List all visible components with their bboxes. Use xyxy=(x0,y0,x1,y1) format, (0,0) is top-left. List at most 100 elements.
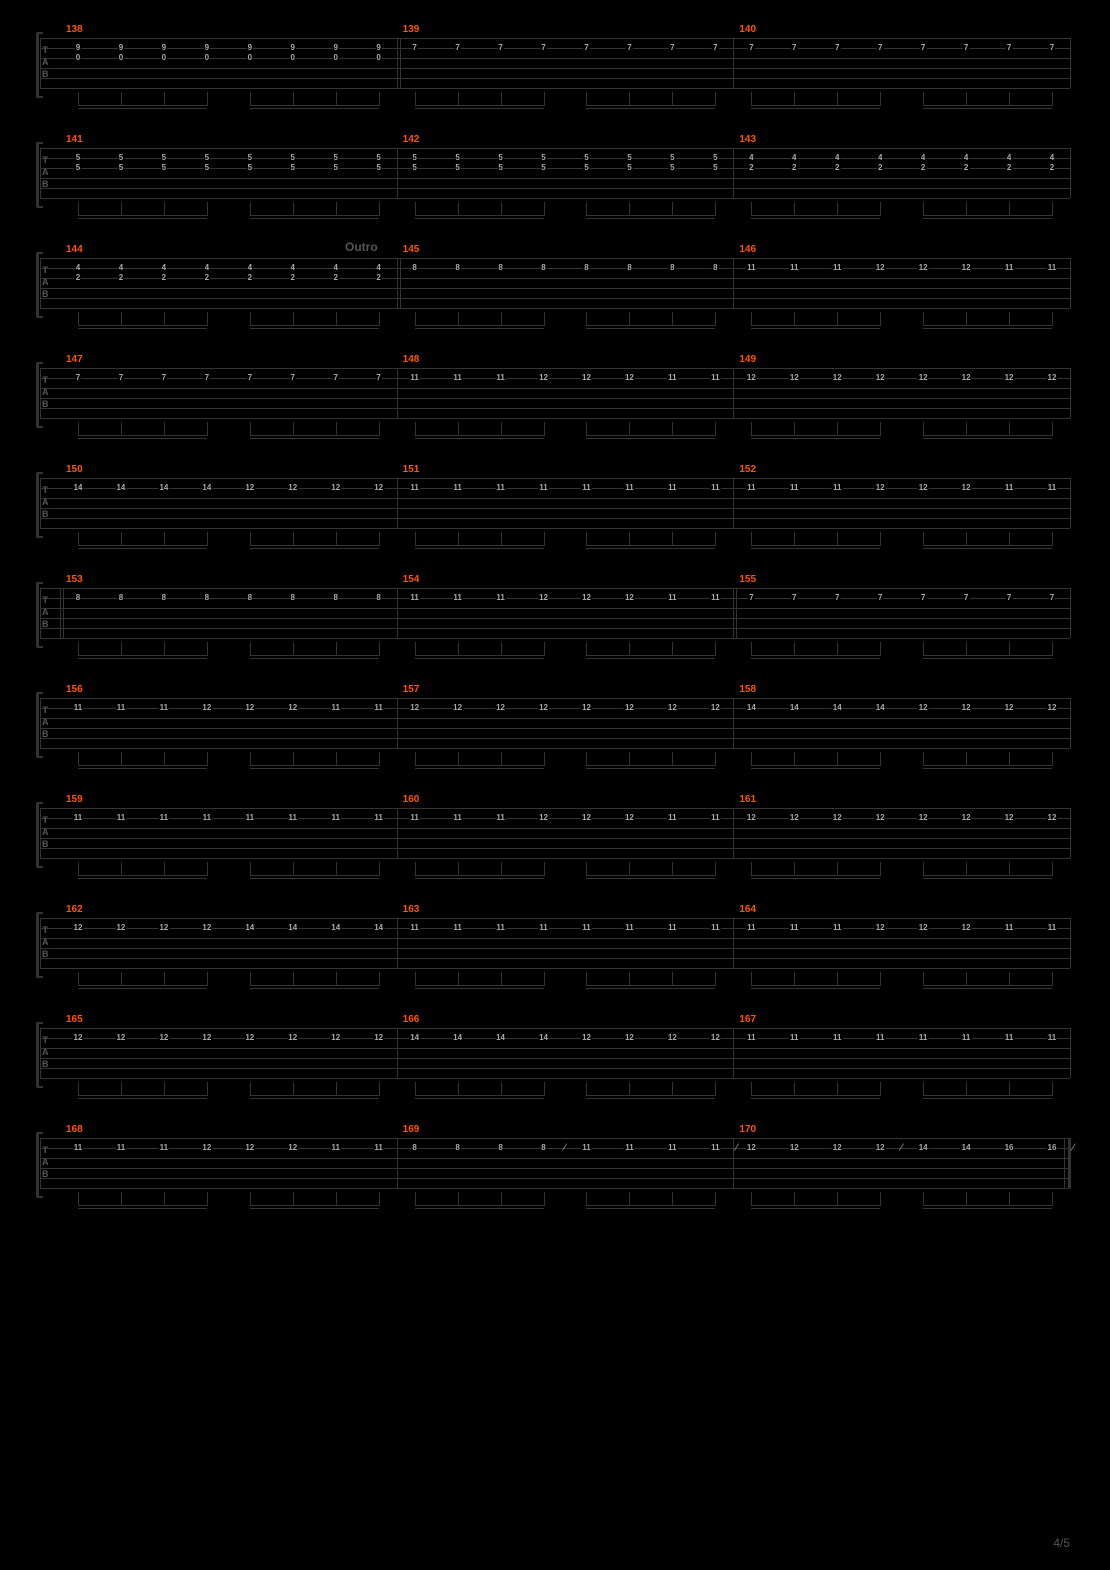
note-stem xyxy=(164,862,165,876)
fret-number: 2 xyxy=(877,164,883,172)
note-stem xyxy=(1052,1082,1053,1096)
note-stem xyxy=(207,1192,208,1206)
fret-number: 2 xyxy=(290,274,296,282)
note-stem xyxy=(415,972,416,986)
staff-line xyxy=(40,1058,1070,1059)
fret-number: 12 xyxy=(115,1034,126,1042)
note-stem xyxy=(672,202,673,216)
beam-group xyxy=(923,985,1052,989)
staff-line xyxy=(40,598,1070,599)
barline xyxy=(40,368,41,418)
fret-number: 4 xyxy=(161,264,167,272)
systems-container: TAB1389999999900000000139777777771407777… xyxy=(40,38,1070,1216)
note-stem xyxy=(501,972,502,986)
fret-number: 12 xyxy=(581,704,592,712)
note-stem xyxy=(336,972,337,986)
barline xyxy=(733,38,734,88)
stem-area xyxy=(40,532,1070,552)
beam-group xyxy=(923,545,1052,549)
fret-number: 14 xyxy=(495,1034,506,1042)
note-stem xyxy=(379,862,380,876)
fret-number: 16 xyxy=(1004,1144,1015,1152)
fret-number: 12 xyxy=(961,264,972,272)
note-stem xyxy=(672,752,673,766)
stem-area xyxy=(40,642,1070,662)
barline xyxy=(40,1138,41,1188)
measure-number: 154 xyxy=(403,574,420,585)
fret-number: 7 xyxy=(920,44,926,52)
note-stem xyxy=(293,642,294,656)
note-stem xyxy=(250,862,251,876)
note-stem xyxy=(794,642,795,656)
measure-number: 162 xyxy=(66,904,83,915)
note-stem xyxy=(501,752,502,766)
fret-number: 8 xyxy=(161,594,167,602)
fret-number: 2 xyxy=(161,274,167,282)
barline xyxy=(397,1138,398,1188)
note-stem xyxy=(336,1192,337,1206)
fret-number: 7 xyxy=(118,374,124,382)
beam-group xyxy=(751,105,880,109)
note-stem xyxy=(207,862,208,876)
note-stem xyxy=(501,862,502,876)
beam-group xyxy=(250,655,379,659)
fret-number: 11 xyxy=(667,374,677,382)
fret-number: 12 xyxy=(918,814,929,822)
tab-system: OutroTAB14444444444222222221458888888814… xyxy=(40,258,1070,336)
note-stem xyxy=(250,312,251,326)
note-stem xyxy=(1052,1192,1053,1206)
measure-number: 156 xyxy=(66,684,83,695)
note-stem xyxy=(501,642,502,656)
fret-number: 7 xyxy=(626,44,632,52)
note-stem xyxy=(501,422,502,436)
beam-group xyxy=(923,655,1052,659)
barline xyxy=(1070,1028,1071,1078)
note-stem xyxy=(880,532,881,546)
fret-number: 11 xyxy=(330,814,340,822)
double-barline xyxy=(397,38,398,88)
fret-number: 12 xyxy=(961,704,972,712)
note-stem xyxy=(250,532,251,546)
page-number: 4/5 xyxy=(1053,1536,1070,1550)
staff-line xyxy=(40,488,1070,489)
fret-number: 12 xyxy=(201,924,212,932)
note-stem xyxy=(207,532,208,546)
tab-system: TAB1389999999900000000139777777771407777… xyxy=(40,38,1070,116)
note-stem xyxy=(207,972,208,986)
fret-number: 11 xyxy=(667,594,677,602)
fret-number: 12 xyxy=(746,814,757,822)
note-stem xyxy=(629,972,630,986)
fret-number: 11 xyxy=(330,704,340,712)
note-stem xyxy=(923,422,924,436)
note-stem xyxy=(923,312,924,326)
fret-number: 8 xyxy=(583,264,589,272)
fret-number: 5 xyxy=(290,154,296,162)
measure-number: 139 xyxy=(403,24,420,35)
note-stem xyxy=(629,752,630,766)
barline xyxy=(40,918,41,968)
fret-number: 11 xyxy=(1047,484,1057,492)
note-stem xyxy=(164,752,165,766)
note-stem xyxy=(336,202,337,216)
note-stem xyxy=(458,642,459,656)
fret-number: 11 xyxy=(538,484,548,492)
note-stem xyxy=(207,202,208,216)
fret-number: 5 xyxy=(118,164,124,172)
note-stem xyxy=(672,862,673,876)
beam-group xyxy=(78,1205,207,1209)
tab-clef: TAB xyxy=(42,44,49,80)
fret-number: 5 xyxy=(411,164,417,172)
beam-group xyxy=(78,325,207,329)
stem-area xyxy=(40,1192,1070,1212)
fret-number: 14 xyxy=(201,484,212,492)
note-stem xyxy=(837,1082,838,1096)
note-stem xyxy=(880,202,881,216)
fret-number: 12 xyxy=(832,1144,843,1152)
barline xyxy=(1070,698,1071,748)
note-stem xyxy=(966,202,967,216)
fret-number: 12 xyxy=(373,484,384,492)
fret-number: 12 xyxy=(581,1034,592,1042)
note-stem xyxy=(1052,532,1053,546)
note-stem xyxy=(586,1192,587,1206)
note-stem xyxy=(1009,532,1010,546)
